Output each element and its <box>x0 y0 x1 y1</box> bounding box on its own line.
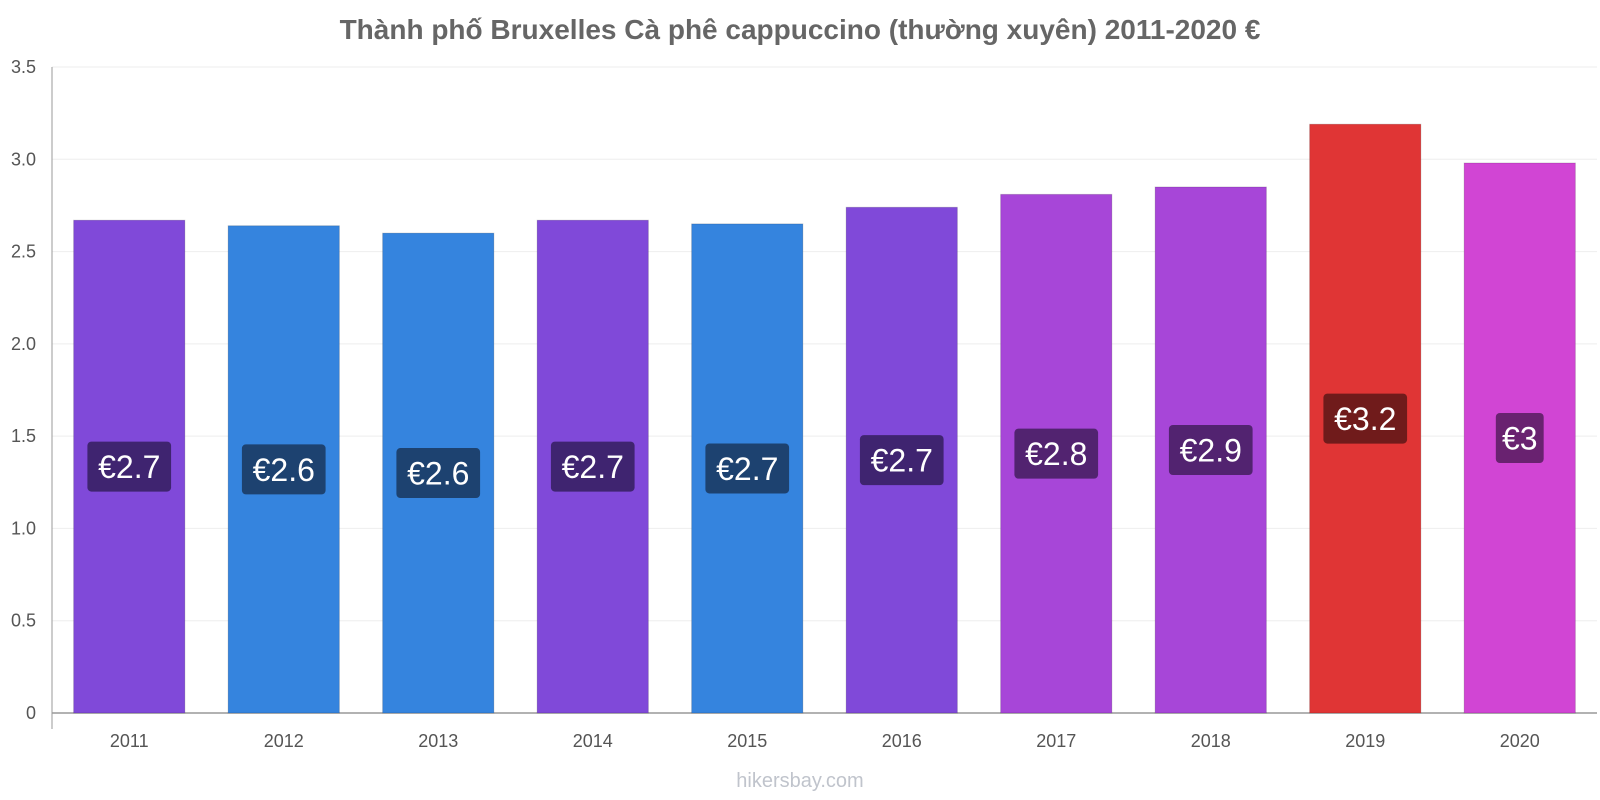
data-label-text: €2.6 <box>407 456 469 492</box>
x-tick-label: 2018 <box>1191 731 1231 751</box>
data-label-text: €2.7 <box>716 451 778 487</box>
data-label: €2.9 <box>1168 424 1253 475</box>
x-tick-label: 2012 <box>264 731 304 751</box>
y-tick-label: 1.0 <box>11 518 36 538</box>
y-tick-label: 1.5 <box>11 426 36 446</box>
y-tick-label: 0 <box>26 703 36 723</box>
data-label-text: €3.2 <box>1334 401 1396 437</box>
data-label: €2.7 <box>705 443 790 494</box>
data-label: €2.6 <box>396 448 481 499</box>
data-label: €2.7 <box>859 435 944 486</box>
y-tick-label: 0.5 <box>11 611 36 631</box>
y-tick-label: 3.0 <box>11 149 36 169</box>
data-label: €2.6 <box>241 444 326 495</box>
data-label-bg <box>1323 393 1408 444</box>
data-label: €3.2 <box>1323 393 1408 444</box>
x-tick-label: 2020 <box>1500 731 1540 751</box>
data-label-bg <box>1495 412 1544 463</box>
data-label-text: €2.7 <box>98 449 160 485</box>
y-tick-label: 2.5 <box>11 242 36 262</box>
watermark: hikersbay.com <box>736 770 864 792</box>
data-label-text: €3 <box>1502 421 1538 457</box>
y-tick-label: 2.0 <box>11 334 36 354</box>
x-tick-label: 2014 <box>573 731 613 751</box>
data-label: €3 <box>1495 412 1544 463</box>
data-label: €2.8 <box>1014 428 1099 479</box>
y-tick-label: 3.5 <box>11 57 36 77</box>
data-label: €2.7 <box>550 441 635 492</box>
x-tick-label: 2011 <box>110 731 149 751</box>
x-tick-label: 2017 <box>1036 731 1076 751</box>
data-label-text: €2.6 <box>253 452 315 488</box>
x-tick-label: 2013 <box>418 731 458 751</box>
data-label-text: €2.9 <box>1180 433 1242 469</box>
chart-title: Thành phố Bruxelles Cà phê cappuccino (t… <box>339 14 1261 45</box>
data-label-text: €2.7 <box>562 449 624 485</box>
data-labels: €2.7 €2.6 €2.6 €2.7 €2.7 €2.7 €2.8 €2.9 €3.2 €3 <box>87 393 1544 499</box>
data-label-text: €2.7 <box>871 443 933 479</box>
data-label-bg <box>1168 424 1253 475</box>
data-label-bg <box>87 441 172 492</box>
x-axis-ticks: 2011 2012 2013 2014 2015 2016 2017 2018 2019 2020 <box>110 731 1540 751</box>
y-axis-ticks: 0 0.5 1.0 1.5 2.0 2.5 3.0 3.5 <box>11 57 36 723</box>
data-label-bg <box>859 435 944 486</box>
data-label-bg <box>1014 428 1099 479</box>
data-label-bg <box>241 444 326 495</box>
data-label-bg <box>550 441 635 492</box>
x-tick-label: 2015 <box>727 731 767 751</box>
data-label: €2.7 <box>87 441 172 492</box>
data-label-bg <box>396 448 481 499</box>
data-label-text: €2.8 <box>1025 436 1087 472</box>
x-tick-label: 2019 <box>1345 731 1385 751</box>
data-label-bg <box>705 443 790 494</box>
x-tick-label: 2016 <box>882 731 922 751</box>
